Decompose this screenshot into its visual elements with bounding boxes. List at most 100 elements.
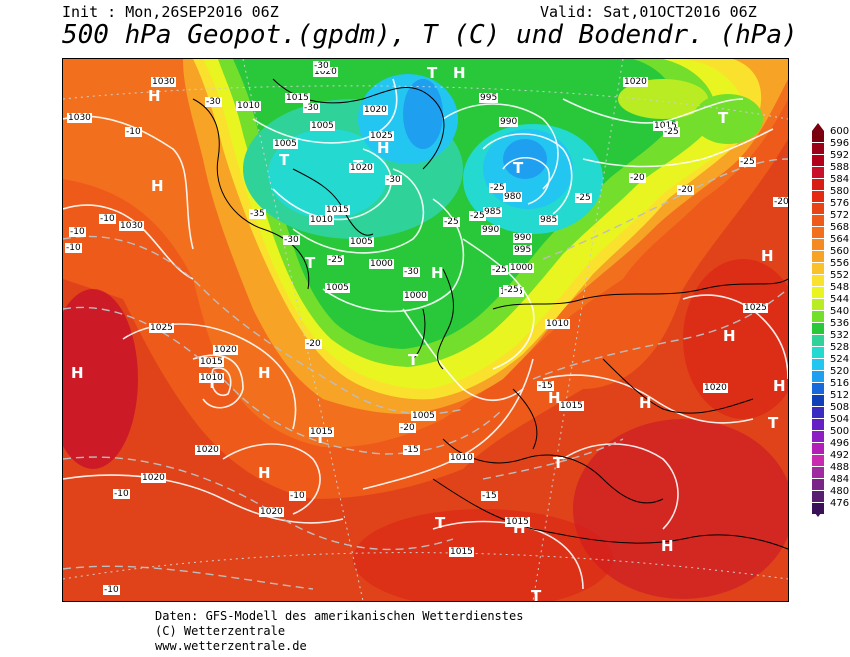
high-low-marker: T bbox=[315, 429, 326, 447]
scale-swatch bbox=[812, 359, 824, 370]
scale-swatch bbox=[812, 227, 824, 238]
temperature-label: -30 bbox=[403, 267, 420, 277]
pressure-label: 1005 bbox=[310, 121, 335, 131]
high-low-marker: H bbox=[377, 139, 390, 157]
pressure-label: 1015 bbox=[309, 427, 334, 437]
scale-label: 556 bbox=[830, 258, 850, 269]
scale-top-arrow bbox=[812, 123, 824, 131]
scale-label: 576 bbox=[830, 198, 850, 209]
temperature-label: -15 bbox=[537, 381, 554, 391]
high-low-marker: H bbox=[639, 394, 652, 412]
temperature-label: -25 bbox=[663, 127, 680, 137]
temperature-label: -30 bbox=[283, 235, 300, 245]
high-low-marker: T bbox=[768, 414, 779, 432]
scale-swatch bbox=[812, 143, 824, 154]
temperature-label: -10 bbox=[113, 489, 130, 499]
temperature-label: -30 bbox=[303, 103, 320, 113]
pressure-label: 1015 bbox=[199, 357, 224, 367]
field-ne-lime bbox=[618, 79, 708, 119]
scale-label: 480 bbox=[830, 486, 850, 497]
pressure-label: 990 bbox=[499, 117, 519, 127]
scale-swatch bbox=[812, 455, 824, 466]
scale-swatch bbox=[812, 407, 824, 418]
high-low-marker: H bbox=[723, 327, 736, 345]
scale-label: 532 bbox=[830, 330, 850, 341]
field-cold-north-core bbox=[403, 79, 443, 149]
high-low-marker: H bbox=[773, 377, 786, 395]
pressure-label: 1015 bbox=[505, 517, 530, 527]
temperature-label: -20 bbox=[305, 339, 322, 349]
temperature-label: -25 bbox=[503, 285, 520, 295]
high-low-marker: H bbox=[258, 464, 271, 482]
pressure-label: 1005 bbox=[325, 283, 350, 293]
pressure-label: 1010 bbox=[236, 101, 261, 111]
scale-swatch bbox=[812, 419, 824, 430]
scale-swatch bbox=[812, 251, 824, 262]
scale-swatch bbox=[812, 275, 824, 286]
temperature-label: -25 bbox=[491, 265, 508, 275]
scale-swatch bbox=[812, 383, 824, 394]
scale-swatch bbox=[812, 191, 824, 202]
scale-label: 588 bbox=[830, 162, 850, 173]
pressure-label: 985 bbox=[483, 207, 503, 217]
scale-swatch bbox=[812, 443, 824, 454]
pressure-label: 985 bbox=[539, 215, 559, 225]
high-low-marker: H bbox=[148, 87, 161, 105]
pressure-label: 1025 bbox=[369, 131, 394, 141]
scale-swatch bbox=[812, 503, 824, 514]
scale-swatch bbox=[812, 215, 824, 226]
pressure-label: 1010 bbox=[449, 453, 474, 463]
scale-label: 536 bbox=[830, 318, 850, 329]
pressure-label: 1020 bbox=[349, 163, 374, 173]
temperature-label: -20 bbox=[677, 185, 694, 195]
scale-label: 524 bbox=[830, 354, 850, 365]
pressure-label: 1000 bbox=[509, 263, 534, 273]
pressure-label: 1020 bbox=[141, 473, 166, 483]
pressure-label: 1005 bbox=[349, 237, 374, 247]
scale-swatch bbox=[812, 287, 824, 298]
temperature-label: -30 bbox=[205, 97, 222, 107]
pressure-label: 1010 bbox=[199, 373, 224, 383]
pressure-label: 1015 bbox=[559, 401, 584, 411]
temperature-label: -20 bbox=[773, 197, 789, 207]
high-low-marker: T bbox=[513, 159, 524, 177]
scale-label: 560 bbox=[830, 246, 850, 257]
high-low-marker: H bbox=[661, 537, 674, 555]
pressure-label: 1025 bbox=[743, 303, 768, 313]
scale-swatch bbox=[812, 335, 824, 346]
field-cold-west-inner bbox=[268, 129, 388, 219]
pressure-label: 990 bbox=[513, 233, 533, 243]
pressure-label: 1015 bbox=[653, 121, 678, 131]
scale-swatch bbox=[812, 431, 824, 442]
high-low-marker: H bbox=[453, 64, 466, 82]
scale-swatch bbox=[812, 491, 824, 502]
weather-map: H H T T H T H T T T H T H H H H T H H T … bbox=[62, 58, 789, 602]
high-low-marker: T bbox=[718, 109, 729, 127]
field-cold-east-core bbox=[503, 139, 547, 179]
pressure-label: 1015 bbox=[449, 547, 474, 557]
field-warm-west bbox=[63, 289, 138, 469]
scale-swatch bbox=[812, 155, 824, 166]
scale-label: 564 bbox=[830, 234, 850, 245]
scale-label: 592 bbox=[830, 150, 850, 161]
scale-label: 492 bbox=[830, 450, 850, 461]
scale-label: 528 bbox=[830, 342, 850, 353]
temperature-label: -10 bbox=[289, 491, 306, 501]
high-low-marker: T bbox=[305, 254, 316, 272]
scale-swatch bbox=[812, 203, 824, 214]
temperature-label: -25 bbox=[575, 193, 592, 203]
scale-bottom-arrow bbox=[812, 509, 824, 517]
temperature-label: -30 bbox=[385, 175, 402, 185]
scale-swatch bbox=[812, 395, 824, 406]
pressure-label: 1020 bbox=[213, 345, 238, 355]
high-low-marker: T bbox=[435, 514, 446, 532]
init-time: Init : Mon,26SEP2016 06Z bbox=[62, 3, 279, 21]
pressure-label: 1025 bbox=[149, 323, 174, 333]
temperature-label: -10 bbox=[99, 214, 116, 224]
pressure-label: 1020 bbox=[195, 445, 220, 455]
footer-copyright: (C) Wetterzentrale bbox=[155, 624, 286, 638]
high-low-marker: T bbox=[427, 64, 438, 82]
scale-label: 600 bbox=[830, 126, 850, 137]
valid-time: Valid: Sat,01OCT2016 06Z bbox=[540, 3, 757, 21]
high-low-marker: T bbox=[408, 351, 419, 369]
